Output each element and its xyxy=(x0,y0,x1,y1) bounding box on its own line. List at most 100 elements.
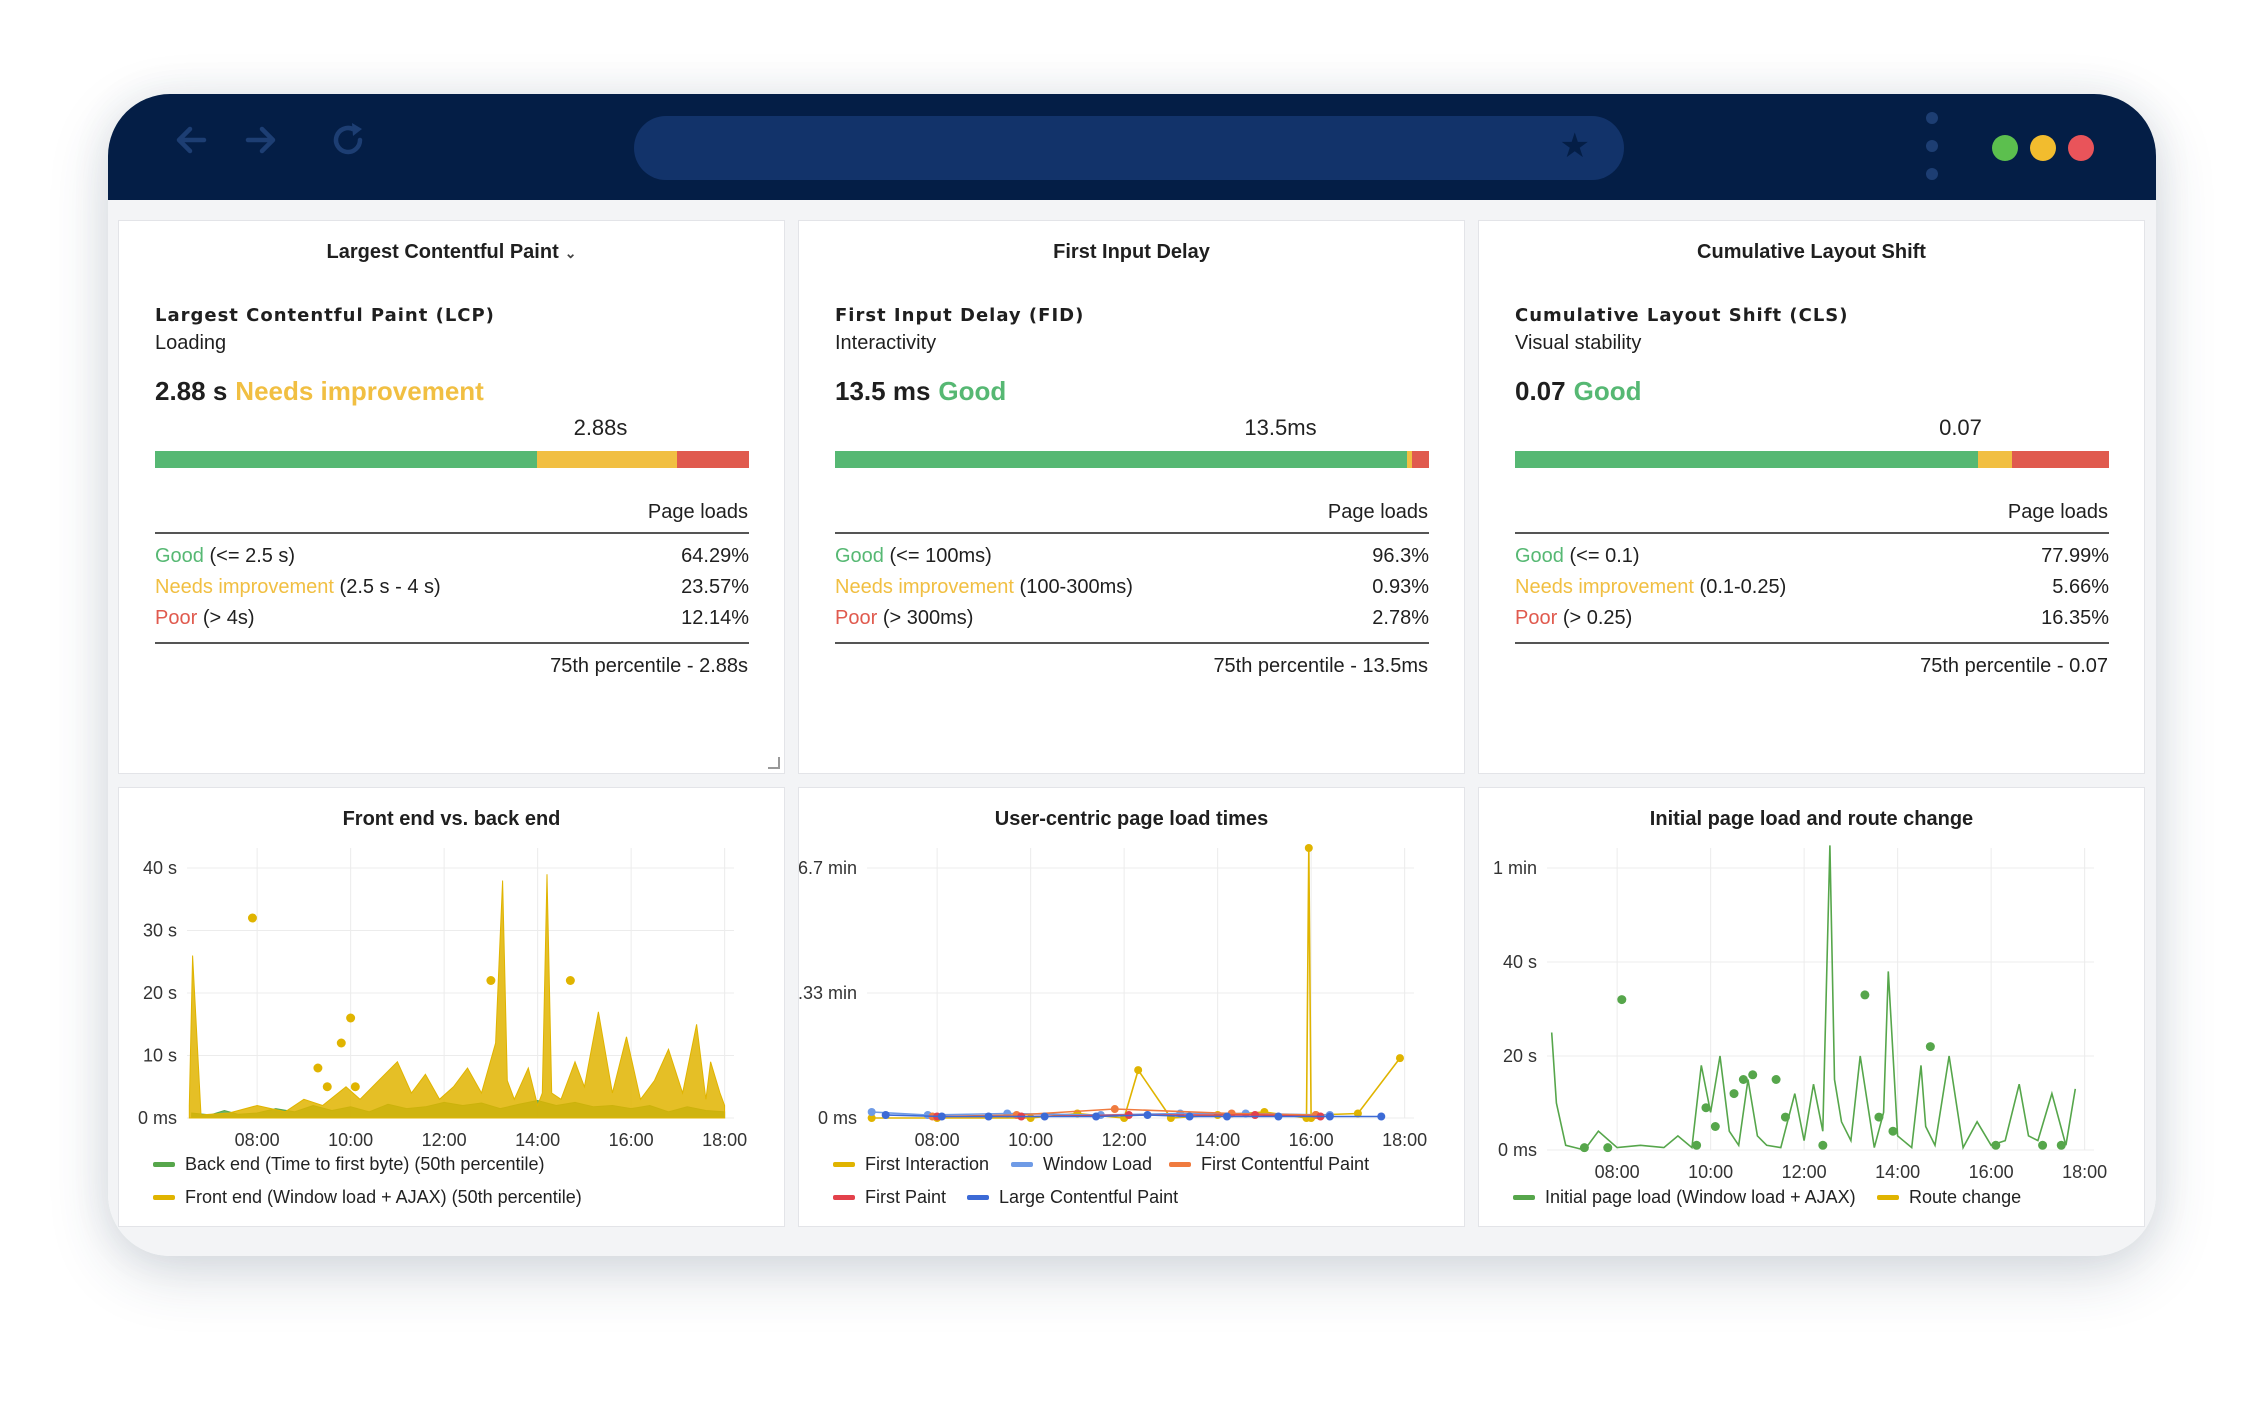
metric-category: Interactivity xyxy=(835,332,937,354)
legend-swatch xyxy=(833,1162,855,1167)
y-tick-label: 20 s xyxy=(143,983,177,1003)
data-point xyxy=(1579,1143,1589,1153)
legend-item[interactable]: Front end (Window load + AJAX) (50th per… xyxy=(153,1187,582,1208)
y-tick-label: 40 s xyxy=(143,858,177,878)
data-point xyxy=(1692,1140,1702,1150)
forward-arrow-icon[interactable] xyxy=(238,118,282,162)
legend-swatch xyxy=(153,1162,175,1167)
data-point xyxy=(867,1114,876,1122)
row-needs-improvement: Needs improvement (0.1-0.25) 5.66% xyxy=(1515,576,2109,599)
row-range: (> 4s) xyxy=(202,607,255,629)
chart-user-centric[interactable]: 08:00 10:00 12:00 14:00 16:00 18:00 0 ms 8.33 m… xyxy=(799,788,1466,1228)
legend-label: Back end (Time to first byte) (50th perc… xyxy=(185,1154,545,1174)
legend-item[interactable]: Window Load xyxy=(1011,1154,1152,1175)
window-dot-green[interactable] xyxy=(1992,135,2018,161)
bar-label: 13.5ms xyxy=(1244,415,1317,440)
row-poor: Poor (> 0.25) 16.35% xyxy=(1515,607,2109,630)
y-tick-label: 16.7 min xyxy=(799,858,857,878)
window-dot-red[interactable] xyxy=(2068,135,2094,161)
divider xyxy=(835,642,1429,644)
x-tick-label: 14:00 xyxy=(1875,1162,1920,1182)
row-range: (0.1-0.25) xyxy=(1699,576,1787,598)
percentile-text: 75th percentile - 0.07 xyxy=(1920,655,2108,677)
row-needs-improvement: Needs improvement (100-300ms) 0.93% xyxy=(835,576,1429,599)
x-tick-label: 18:00 xyxy=(702,1130,747,1150)
row-label: Poor xyxy=(835,607,878,629)
window-dot-yellow[interactable] xyxy=(2030,135,2056,161)
page-loads-header: Page loads xyxy=(2007,501,2108,523)
data-point xyxy=(346,1013,356,1023)
x-tick-label: 10:00 xyxy=(328,1130,373,1150)
x-tick-label: 08:00 xyxy=(915,1130,960,1150)
chart-title: Front end vs. back end xyxy=(342,808,561,830)
legend-item[interactable]: Initial page load (Window load + AJAX) xyxy=(1513,1187,1856,1208)
panel-title[interactable]: Largest Contentful Paint ⌄ xyxy=(119,241,784,264)
y-tick-label: 10 s xyxy=(143,1046,177,1066)
y-tick-label: 1 min xyxy=(1493,858,1537,878)
y-tick-label: 0 ms xyxy=(818,1108,857,1128)
resize-handle-icon[interactable] xyxy=(768,757,780,769)
data-point xyxy=(1874,1112,1884,1122)
x-tick-label: 16:00 xyxy=(1969,1162,2014,1182)
data-point xyxy=(1860,990,1870,1000)
star-icon[interactable]: ★ xyxy=(1559,127,1590,165)
row-good: Good (<= 0.1) 77.99% xyxy=(1515,545,2109,568)
back-arrow-icon[interactable] xyxy=(170,118,214,162)
legend-item[interactable]: First Contentful Paint xyxy=(1169,1154,1369,1175)
reload-icon[interactable] xyxy=(326,118,370,162)
row-pct: 64.29% xyxy=(681,545,749,567)
data-point xyxy=(1888,1126,1898,1136)
data-point xyxy=(1092,1112,1101,1121)
kebab-menu-icon[interactable] xyxy=(1926,112,1940,180)
x-tick-label: 14:00 xyxy=(515,1130,560,1150)
legend-swatch xyxy=(967,1195,989,1200)
data-point xyxy=(1304,844,1313,852)
data-point xyxy=(2038,1140,2048,1150)
data-point xyxy=(1026,1114,1035,1122)
row-range: (2.5 s - 4 s) xyxy=(339,576,441,598)
bar-segment-good xyxy=(835,451,1407,468)
panel-title-text: Largest Contentful Paint xyxy=(326,241,559,263)
data-point xyxy=(1110,1105,1119,1114)
chevron-down-icon[interactable]: ⌄ xyxy=(564,245,577,261)
row-range: (<= 2.5 s) xyxy=(209,545,296,567)
panel-title: First Input Delay xyxy=(1053,241,1210,263)
data-point xyxy=(1617,995,1627,1005)
page-loads-header: Page loads xyxy=(1327,501,1428,523)
legend-label: First Contentful Paint xyxy=(1201,1154,1370,1174)
bar-label: 2.88s xyxy=(573,415,628,440)
chart-front-back[interactable]: 08:00 10:00 12:00 14:00 16:00 18:00 0 ms 10 s 20… xyxy=(119,788,786,1228)
metric-panel-fid: First Input Delay First Input Delay (FID… xyxy=(798,220,1465,774)
y-tick-label: 0 ms xyxy=(1498,1140,1537,1160)
metric-value: 2.88 s xyxy=(155,376,228,406)
row-pct: 96.3% xyxy=(1372,545,1429,567)
legend-item[interactable]: First Paint xyxy=(833,1187,946,1208)
legend-item[interactable]: Large Contentful Paint xyxy=(967,1187,1178,1208)
x-tick-label: 12:00 xyxy=(422,1130,467,1150)
data-point xyxy=(1377,1112,1386,1121)
legend-label: First Paint xyxy=(865,1187,947,1207)
data-point xyxy=(1748,1070,1758,1080)
dashboard-content: Largest Contentful Paint ⌄ Largest Conten… xyxy=(108,200,2156,1256)
address-bar[interactable]: ★ xyxy=(634,116,1624,180)
legend-item[interactable]: First Interaction xyxy=(833,1154,989,1175)
legend-label: Front end (Window load + AJAX) (50th per… xyxy=(185,1187,582,1207)
row-label: Needs improvement xyxy=(1515,576,1694,598)
browser-window: ★ Largest Contentful Paint ⌄ Largest Cont… xyxy=(108,94,2156,1256)
data-point xyxy=(1185,1112,1194,1121)
legend-item[interactable]: Back end (Time to first byte) (50th perc… xyxy=(153,1154,544,1175)
legend-item[interactable]: Route change xyxy=(1877,1187,2021,1208)
x-tick-label: 16:00 xyxy=(1289,1130,1334,1150)
row-label: Needs improvement xyxy=(835,576,1014,598)
metric-name: Largest Contentful Paint (LCP) xyxy=(155,305,495,326)
row-pct: 12.14% xyxy=(681,607,749,629)
chart-panel-initial-route: Initial page load and route change 08:00… xyxy=(1478,787,2145,1227)
row-range: (<= 0.1) xyxy=(1569,545,1640,567)
legend-label: Large Contentful Paint xyxy=(999,1187,1179,1207)
divider xyxy=(155,532,749,534)
x-tick-label: 12:00 xyxy=(1782,1162,1827,1182)
chart-initial-route[interactable]: 08:00 10:00 12:00 14:00 16:00 18:00 0 ms 20 s 40… xyxy=(1479,788,2146,1228)
x-tick-label: 10:00 xyxy=(1008,1130,1053,1150)
row-pct: 2.78% xyxy=(1372,607,1429,629)
y-tick-label: 20 s xyxy=(1503,1046,1537,1066)
